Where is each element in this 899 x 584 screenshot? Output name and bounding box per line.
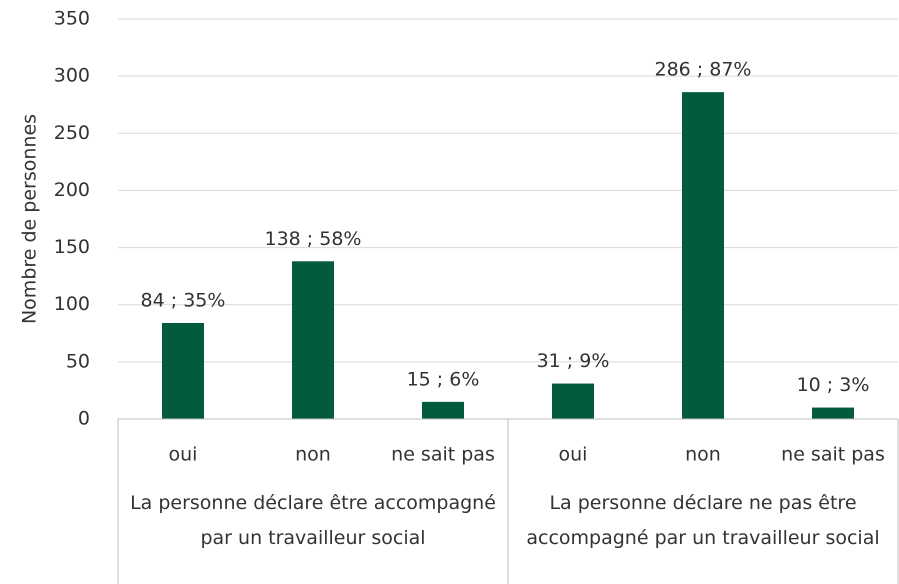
group-label: La personne déclare ne pas être accompag… <box>526 492 880 549</box>
y-tick-label: 0 <box>78 408 90 430</box>
y-tick-label: 300 <box>54 65 90 87</box>
y-tick-label: 200 <box>54 179 90 201</box>
data-label: 138 ; 58% <box>265 228 362 250</box>
group-label: La personne déclare être accompagné par … <box>130 492 496 549</box>
bar <box>422 401 464 419</box>
x-tick-label: oui <box>169 444 198 466</box>
x-tick-label: ne sait pas <box>391 444 495 466</box>
data-label: 286 ; 87% <box>655 59 752 81</box>
y-tick-label: 100 <box>54 293 90 315</box>
x-tick-label: oui <box>559 444 588 466</box>
y-tick-label: 150 <box>54 236 90 258</box>
data-label: 15 ; 6% <box>407 368 480 390</box>
data-label: 84 ; 35% <box>141 290 226 312</box>
bar <box>682 92 724 420</box>
bar <box>162 323 204 419</box>
y-tick-label: 250 <box>54 122 90 144</box>
y-axis-label: Nombre de personnes <box>19 114 41 324</box>
bar <box>552 383 594 419</box>
y-tick-label: 50 <box>66 350 90 372</box>
y-tick-label: 350 <box>54 8 90 30</box>
x-tick-label: non <box>685 444 721 466</box>
data-label: 31 ; 9% <box>537 350 610 372</box>
x-tick-label: non <box>295 444 331 466</box>
data-label: 10 ; 3% <box>797 374 870 396</box>
bar <box>292 261 334 419</box>
x-tick-label: ne sait pas <box>781 444 885 466</box>
bar <box>812 407 854 419</box>
